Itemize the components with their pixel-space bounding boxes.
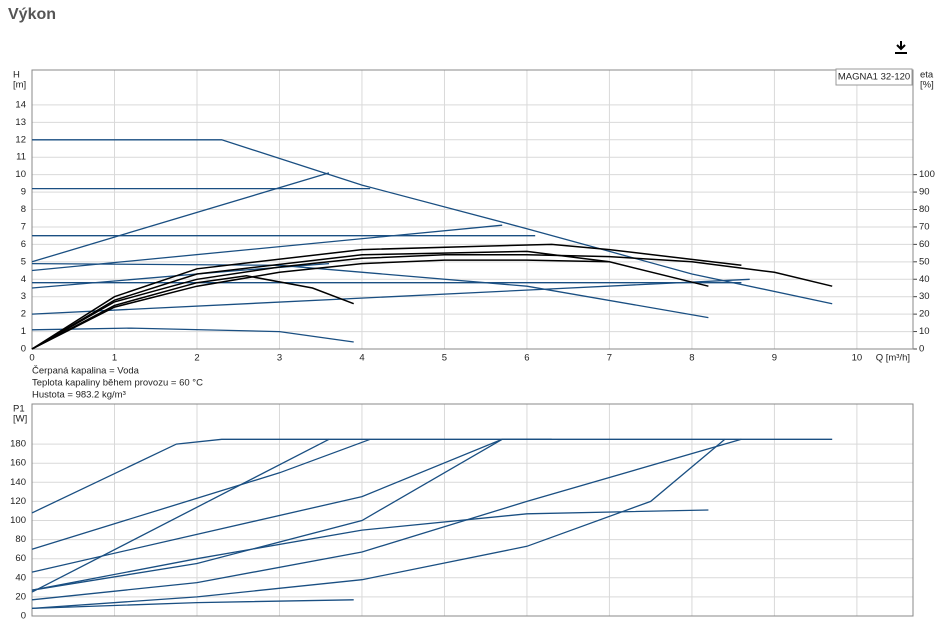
y2-tick-label: 50 [919, 256, 930, 267]
y2-tick-label: 30 [919, 291, 930, 302]
plot-frame [31, 403, 914, 617]
product-box [835, 68, 913, 86]
y-tick-label: 4 [21, 274, 26, 285]
note: Čerpaná kapalina = Voda [32, 366, 140, 377]
curve [31, 275, 354, 350]
curve [31, 327, 354, 343]
y-tick-label: 1 [21, 326, 26, 337]
x-tick-label: 7 [607, 353, 612, 364]
y-tick-label: 9 [21, 187, 26, 198]
curve [31, 278, 750, 315]
y-tick-label: 12 [15, 134, 26, 145]
y-tick-label: 13 [15, 117, 26, 128]
curve [31, 438, 552, 573]
x-tick-label: 4 [359, 353, 364, 364]
y-axis-label: P1 [13, 404, 25, 415]
plot-frame [31, 69, 914, 350]
y2-tick-label: 80 [919, 204, 930, 215]
y-tick-label: 8 [21, 204, 26, 215]
curve [31, 438, 503, 591]
x-tick-label: 6 [524, 353, 529, 364]
y2-tick-label: 70 [919, 221, 930, 232]
curve [31, 262, 330, 289]
y2-tick-label: 10 [919, 326, 930, 337]
y-tick-label: 6 [21, 239, 26, 250]
y2-tick-label: 20 [919, 309, 930, 320]
x-tick-label: 1 [112, 353, 117, 364]
curve [31, 172, 330, 263]
y-tick-label: 0 [21, 344, 26, 355]
x-tick-label: 5 [442, 353, 447, 364]
note: Hustota = 983.2 kg/m³ [32, 390, 126, 401]
y-tick-label: 2 [21, 309, 26, 320]
x-tick-label: 0 [29, 353, 34, 364]
curve [32, 139, 833, 305]
y-tick-label: 40 [15, 572, 26, 583]
x-tick-label: 8 [689, 353, 694, 364]
y-axis-label: H [13, 70, 20, 81]
page-title: Výkon [8, 6, 56, 23]
download-icon[interactable] [895, 41, 907, 54]
y-tick-label: 120 [10, 496, 26, 507]
y-tick-label: 160 [10, 458, 26, 469]
y-tick-label: 180 [10, 439, 26, 450]
y-tick-label: 11 [16, 152, 26, 163]
y-tick-label: 5 [21, 256, 26, 267]
y2-tick-label: 90 [919, 187, 930, 198]
product-label: MAGNA1 32-120 [838, 72, 910, 83]
y2-tick-label: 100 [919, 169, 935, 180]
curve [31, 509, 709, 591]
y2-tick-label: 40 [919, 274, 930, 285]
curve [31, 599, 354, 610]
curve [31, 254, 833, 350]
y2-tick-label: 0 [919, 344, 924, 355]
y-tick-label: 140 [10, 477, 26, 488]
y-tick-label: 14 [15, 99, 26, 110]
y2-tick-label: 60 [919, 239, 930, 250]
y-axis-unit: [W] [13, 414, 27, 425]
y-axis-unit: [m] [13, 80, 26, 91]
x-tick-label: 9 [772, 353, 777, 364]
y-tick-label: 100 [10, 515, 26, 526]
curve [31, 438, 742, 601]
y-tick-label: 20 [15, 591, 26, 602]
curve [31, 243, 742, 350]
curve [31, 259, 610, 350]
y-tick-label: 80 [15, 534, 26, 545]
y-tick-label: 7 [21, 221, 26, 232]
y-tick-label: 10 [15, 169, 26, 180]
x-tick-label: 3 [277, 353, 282, 364]
y2-axis-unit: [%] [920, 80, 934, 91]
y-tick-label: 0 [21, 611, 26, 622]
curve [31, 438, 330, 593]
curve [31, 262, 709, 319]
y-tick-label: 3 [21, 291, 26, 302]
curve [31, 438, 726, 610]
y-tick-label: 60 [15, 553, 26, 564]
curve [31, 224, 503, 272]
note: Teplota kapaliny během provozu = 60 °C [32, 378, 203, 389]
x-tick-label: 2 [194, 353, 199, 364]
y2-axis-label: eta [920, 70, 934, 81]
x-axis-label: Q [m³/h] [876, 353, 910, 364]
x-tick-label: 10 [852, 353, 863, 364]
curve [31, 438, 371, 550]
